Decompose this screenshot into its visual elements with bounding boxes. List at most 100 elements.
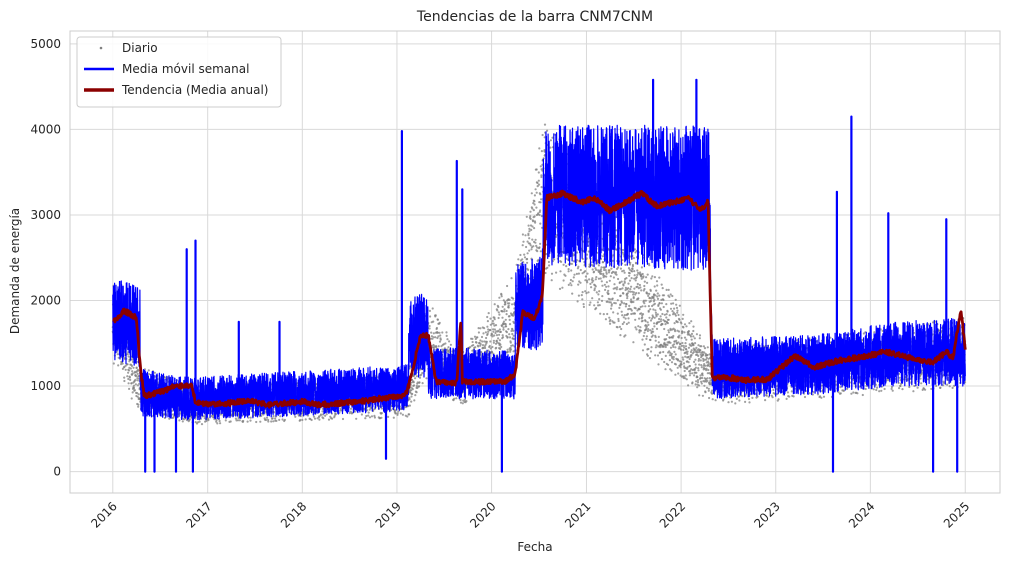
daily-point [604, 318, 608, 321]
daily-point [567, 268, 570, 271]
daily-point [621, 287, 624, 290]
daily-point [499, 330, 502, 333]
daily-point [623, 321, 626, 324]
daily-point [327, 418, 331, 421]
daily-point [394, 409, 397, 412]
daily-point [660, 318, 663, 321]
daily-point [634, 307, 637, 310]
daily-point [472, 344, 475, 347]
daily-point [392, 416, 395, 419]
daily-point [492, 322, 495, 325]
daily-point [137, 369, 140, 372]
daily-point [683, 369, 686, 373]
daily-point [130, 364, 134, 368]
daily-point [533, 200, 536, 203]
daily-point [692, 329, 695, 333]
daily-point [668, 314, 671, 317]
daily-point [550, 279, 553, 282]
daily-point [275, 419, 278, 422]
daily-point [609, 275, 612, 278]
daily-point [573, 273, 576, 276]
daily-point [461, 402, 464, 405]
daily-point [364, 417, 367, 420]
daily-point [531, 207, 534, 210]
daily-point [505, 309, 508, 313]
daily-point [641, 316, 644, 319]
daily-point [604, 269, 607, 272]
daily-point [412, 381, 415, 384]
daily-point [136, 379, 139, 382]
daily-point [436, 318, 439, 321]
daily-point [481, 344, 485, 347]
daily-point [550, 272, 554, 275]
daily-point [676, 321, 679, 324]
daily-point [625, 303, 628, 306]
daily-point [540, 150, 544, 153]
daily-point [560, 260, 563, 263]
daily-point [697, 354, 700, 357]
daily-point [471, 337, 474, 340]
daily-point [408, 413, 411, 416]
daily-point [703, 347, 707, 350]
daily-point [283, 418, 286, 421]
daily-point [360, 413, 363, 416]
daily-point [537, 171, 540, 174]
daily-point [683, 323, 687, 326]
daily-point [688, 364, 692, 368]
daily-point [621, 314, 624, 317]
daily-point [500, 345, 503, 349]
daily-point [673, 343, 676, 346]
daily-point [588, 278, 591, 281]
daily-point [707, 363, 710, 366]
daily-point [594, 285, 597, 288]
daily-point [591, 297, 594, 300]
daily-point [602, 272, 605, 275]
daily-point [687, 330, 691, 333]
daily-point [692, 344, 695, 347]
daily-point [655, 344, 658, 347]
daily-point [523, 256, 527, 259]
daily-point [410, 400, 413, 403]
daily-point [628, 279, 632, 282]
daily-point [540, 198, 543, 201]
daily-point [484, 346, 487, 350]
daily-point [128, 387, 131, 390]
daily-point [629, 288, 632, 291]
daily-point [647, 294, 650, 297]
daily-point [547, 260, 551, 264]
daily-point [658, 294, 661, 297]
daily-point [539, 242, 542, 245]
daily-point [665, 316, 668, 319]
daily-point [703, 384, 706, 387]
daily-point [633, 270, 636, 273]
daily-point [126, 353, 129, 356]
daily-point [598, 290, 601, 293]
daily-point [508, 302, 511, 305]
daily-point [539, 201, 542, 204]
daily-point [540, 186, 543, 189]
daily-point [671, 294, 674, 298]
daily-point [624, 317, 627, 320]
daily-point [581, 291, 584, 294]
daily-point [493, 318, 496, 321]
daily-point [534, 221, 537, 224]
daily-point [693, 337, 696, 340]
daily-point [579, 268, 582, 272]
daily-point [408, 398, 411, 401]
daily-point [619, 334, 622, 337]
daily-point [688, 322, 691, 325]
daily-point [534, 241, 537, 244]
daily-point [681, 317, 684, 320]
daily-point [647, 310, 650, 313]
daily-point [699, 359, 702, 362]
daily-point [620, 301, 624, 304]
daily-point [589, 301, 592, 304]
daily-point [570, 269, 573, 272]
daily-point [491, 345, 494, 349]
daily-point [678, 334, 681, 337]
daily-point [704, 391, 707, 394]
daily-point [685, 338, 688, 341]
daily-point [660, 283, 663, 286]
daily-point [622, 292, 625, 295]
daily-point [504, 323, 507, 326]
